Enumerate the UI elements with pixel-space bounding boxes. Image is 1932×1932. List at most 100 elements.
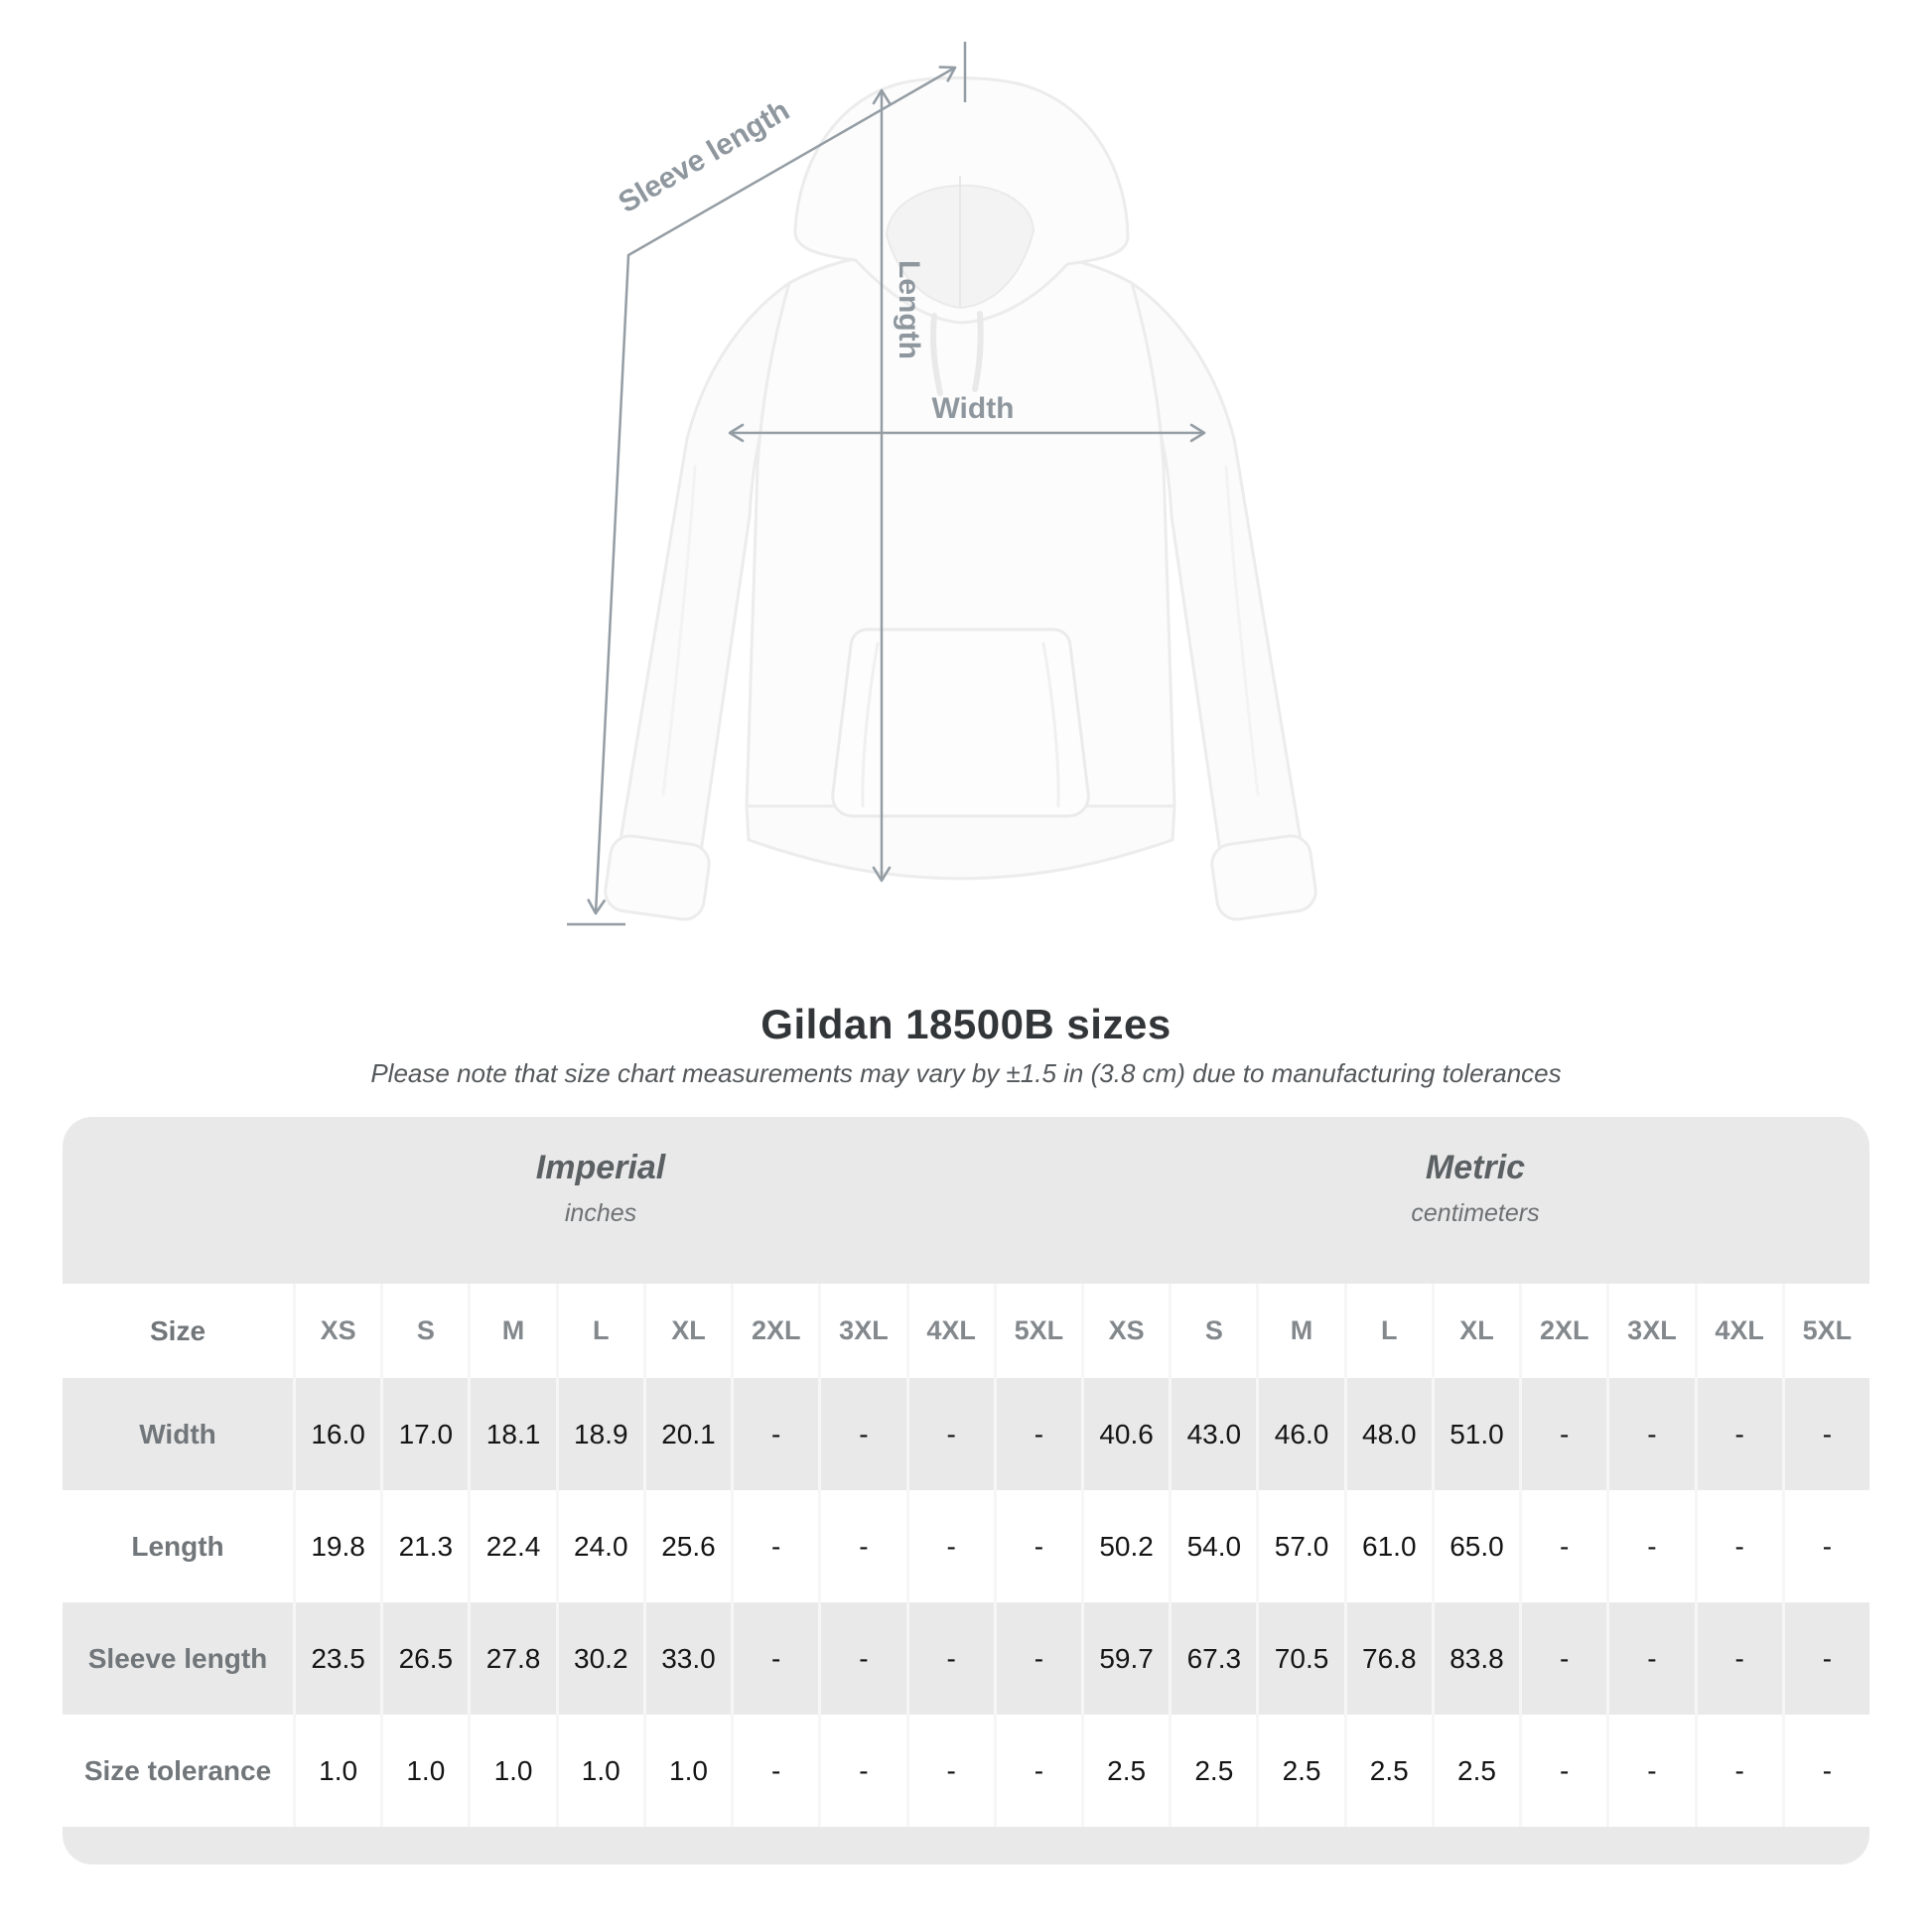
- measurement-row-size-tolerance: Size tolerance 1.0 1.0 1.0 1.0 1.0- - - -2.5 2.5 2…: [63, 1715, 1869, 1827]
- value-cell-metric: 70.5: [1259, 1602, 1344, 1715]
- size-col-header-metric-xl: XL: [1434, 1284, 1520, 1378]
- value-cell-imperial: 26.5: [383, 1602, 469, 1715]
- value-cell-metric: -: [1522, 1490, 1607, 1602]
- value-cell-metric: -: [1784, 1490, 1869, 1602]
- size-col-header-metric-l: L: [1346, 1284, 1432, 1378]
- value-cell-imperial: 1.0: [471, 1715, 556, 1827]
- value-cell-metric: -: [1697, 1378, 1782, 1490]
- row-label: Size tolerance: [63, 1715, 293, 1827]
- size-col-header-imperial-xl: XL: [645, 1284, 732, 1378]
- measurement-row-sleeve-length: Sleeve length 23.5 26.5 27.8 30.2 33.0- - - -59.…: [63, 1602, 1869, 1715]
- value-cell-imperial: -: [821, 1602, 906, 1715]
- value-cell-metric: -: [1522, 1602, 1607, 1715]
- size-diagram: Sleeve length Length Width: [567, 42, 1317, 926]
- value-cell-metric: 2.5: [1434, 1715, 1520, 1827]
- sleeve-length-label: Sleeve length: [613, 94, 794, 220]
- value-cell-imperial: -: [734, 1490, 819, 1602]
- value-cell-imperial: 25.6: [645, 1490, 732, 1602]
- value-cell-metric: 51.0: [1434, 1378, 1520, 1490]
- value-cell-imperial: 1.0: [645, 1715, 732, 1827]
- value-cell-imperial: -: [908, 1490, 994, 1602]
- value-cell-metric: -: [1609, 1378, 1695, 1490]
- value-cell-metric: 2.5: [1083, 1715, 1170, 1827]
- value-cell-imperial: -: [734, 1715, 819, 1827]
- size-col-header-metric-m: M: [1259, 1284, 1344, 1378]
- value-cell-imperial: 20.1: [645, 1378, 732, 1490]
- value-cell-metric: 65.0: [1434, 1490, 1520, 1602]
- value-cell-metric: 43.0: [1172, 1378, 1257, 1490]
- measurement-lines: [567, 42, 1206, 926]
- size-col-header-metric-s: S: [1172, 1284, 1257, 1378]
- value-cell-metric: 54.0: [1172, 1490, 1257, 1602]
- value-cell-metric: -: [1697, 1490, 1782, 1602]
- value-cell-metric: 67.3: [1172, 1602, 1257, 1715]
- value-cell-metric: -: [1609, 1602, 1695, 1715]
- value-cell-imperial: -: [996, 1715, 1081, 1827]
- hoodie-pocket: [831, 627, 1090, 818]
- size-col-header-imperial-m: M: [471, 1284, 556, 1378]
- row-label: Length: [63, 1490, 293, 1602]
- value-cell-imperial: 16.0: [296, 1378, 381, 1490]
- row-label: Sleeve length: [63, 1602, 293, 1715]
- value-cell-imperial: 23.5: [296, 1602, 381, 1715]
- unit-group-metric: Metric centimeters: [1411, 1149, 1539, 1228]
- measurement-row-width: Width 16.0 17.0 18.1 18.9 20.1- - - -40.6 43.0 46.…: [63, 1378, 1869, 1490]
- value-cell-metric: 61.0: [1346, 1490, 1432, 1602]
- size-col-header-metric-2xl: 2XL: [1522, 1284, 1607, 1378]
- value-cell-imperial: 33.0: [645, 1602, 732, 1715]
- value-cell-metric: 46.0: [1259, 1378, 1344, 1490]
- value-cell-imperial: -: [908, 1602, 994, 1715]
- value-cell-metric: 2.5: [1172, 1715, 1257, 1827]
- page-title: Gildan 18500B sizes: [760, 1001, 1172, 1047]
- value-cell-metric: 40.6: [1083, 1378, 1170, 1490]
- hoodie-right-cuff: [1210, 834, 1317, 921]
- value-cell-imperial: 1.0: [296, 1715, 381, 1827]
- value-cell-imperial: -: [996, 1490, 1081, 1602]
- size-col-header-imperial-3xl: 3XL: [821, 1284, 906, 1378]
- value-cell-metric: -: [1784, 1602, 1869, 1715]
- sleeve-length-line: [587, 66, 957, 915]
- value-cell-metric: -: [1697, 1715, 1782, 1827]
- value-cell-imperial: 27.8: [471, 1602, 556, 1715]
- size-column-label: Size: [63, 1284, 293, 1378]
- length-label: Length: [893, 260, 925, 359]
- value-cell-metric: 76.8: [1346, 1602, 1432, 1715]
- size-col-header-metric-3xl: 3XL: [1609, 1284, 1695, 1378]
- unit-group-imperial: Imperial inches: [536, 1149, 665, 1228]
- measurement-row-length: Length 19.8 21.3 22.4 24.0 25.6- - - -50.2 54.0 57…: [63, 1490, 1869, 1602]
- tolerance-note: Please note that size chart measurements…: [370, 1058, 1562, 1088]
- value-cell-imperial: 30.2: [558, 1602, 643, 1715]
- value-cell-imperial: -: [821, 1715, 906, 1827]
- value-cell-imperial: 24.0: [558, 1490, 643, 1602]
- value-cell-imperial: -: [821, 1490, 906, 1602]
- size-col-header-metric-5xl: 5XL: [1784, 1284, 1869, 1378]
- size-col-header-imperial-5xl: 5XL: [996, 1284, 1081, 1378]
- size-col-header-imperial-l: L: [558, 1284, 643, 1378]
- value-cell-imperial: -: [996, 1378, 1081, 1490]
- value-cell-metric: -: [1784, 1378, 1869, 1490]
- size-col-header-imperial-xs: XS: [296, 1284, 381, 1378]
- value-cell-metric: 50.2: [1083, 1490, 1170, 1602]
- size-col-header-imperial-4xl: 4XL: [908, 1284, 994, 1378]
- metric-label: Metric: [1425, 1149, 1526, 1186]
- row-label: Width: [63, 1378, 293, 1490]
- value-cell-imperial: -: [908, 1378, 994, 1490]
- size-header-row: Size XS S M L XL 2XL 3XL 4XL 5XL XS S M L XL 2XL 3XL 4XL 5…: [63, 1284, 1869, 1378]
- size-col-header-metric-4xl: 4XL: [1697, 1284, 1782, 1378]
- hoodie-illustration: [604, 76, 1317, 921]
- value-cell-imperial: 18.9: [558, 1378, 643, 1490]
- unit-header: Imperial inches Metric centimeters: [63, 1117, 1869, 1284]
- imperial-label: Imperial: [535, 1149, 666, 1186]
- value-cell-metric: -: [1697, 1602, 1782, 1715]
- size-col-header-metric-xs: XS: [1083, 1284, 1170, 1378]
- value-cell-metric: 48.0: [1346, 1378, 1432, 1490]
- value-cell-imperial: -: [734, 1378, 819, 1490]
- metric-sublabel: centimeters: [1411, 1199, 1540, 1227]
- value-cell-imperial: 1.0: [383, 1715, 469, 1827]
- value-cell-metric: 2.5: [1346, 1715, 1432, 1827]
- width-label: Width: [931, 392, 1014, 425]
- value-cell-metric: -: [1609, 1490, 1695, 1602]
- hoodie-left-cuff: [604, 834, 711, 921]
- size-col-header-imperial-2xl: 2XL: [734, 1284, 819, 1378]
- value-cell-imperial: 22.4: [471, 1490, 556, 1602]
